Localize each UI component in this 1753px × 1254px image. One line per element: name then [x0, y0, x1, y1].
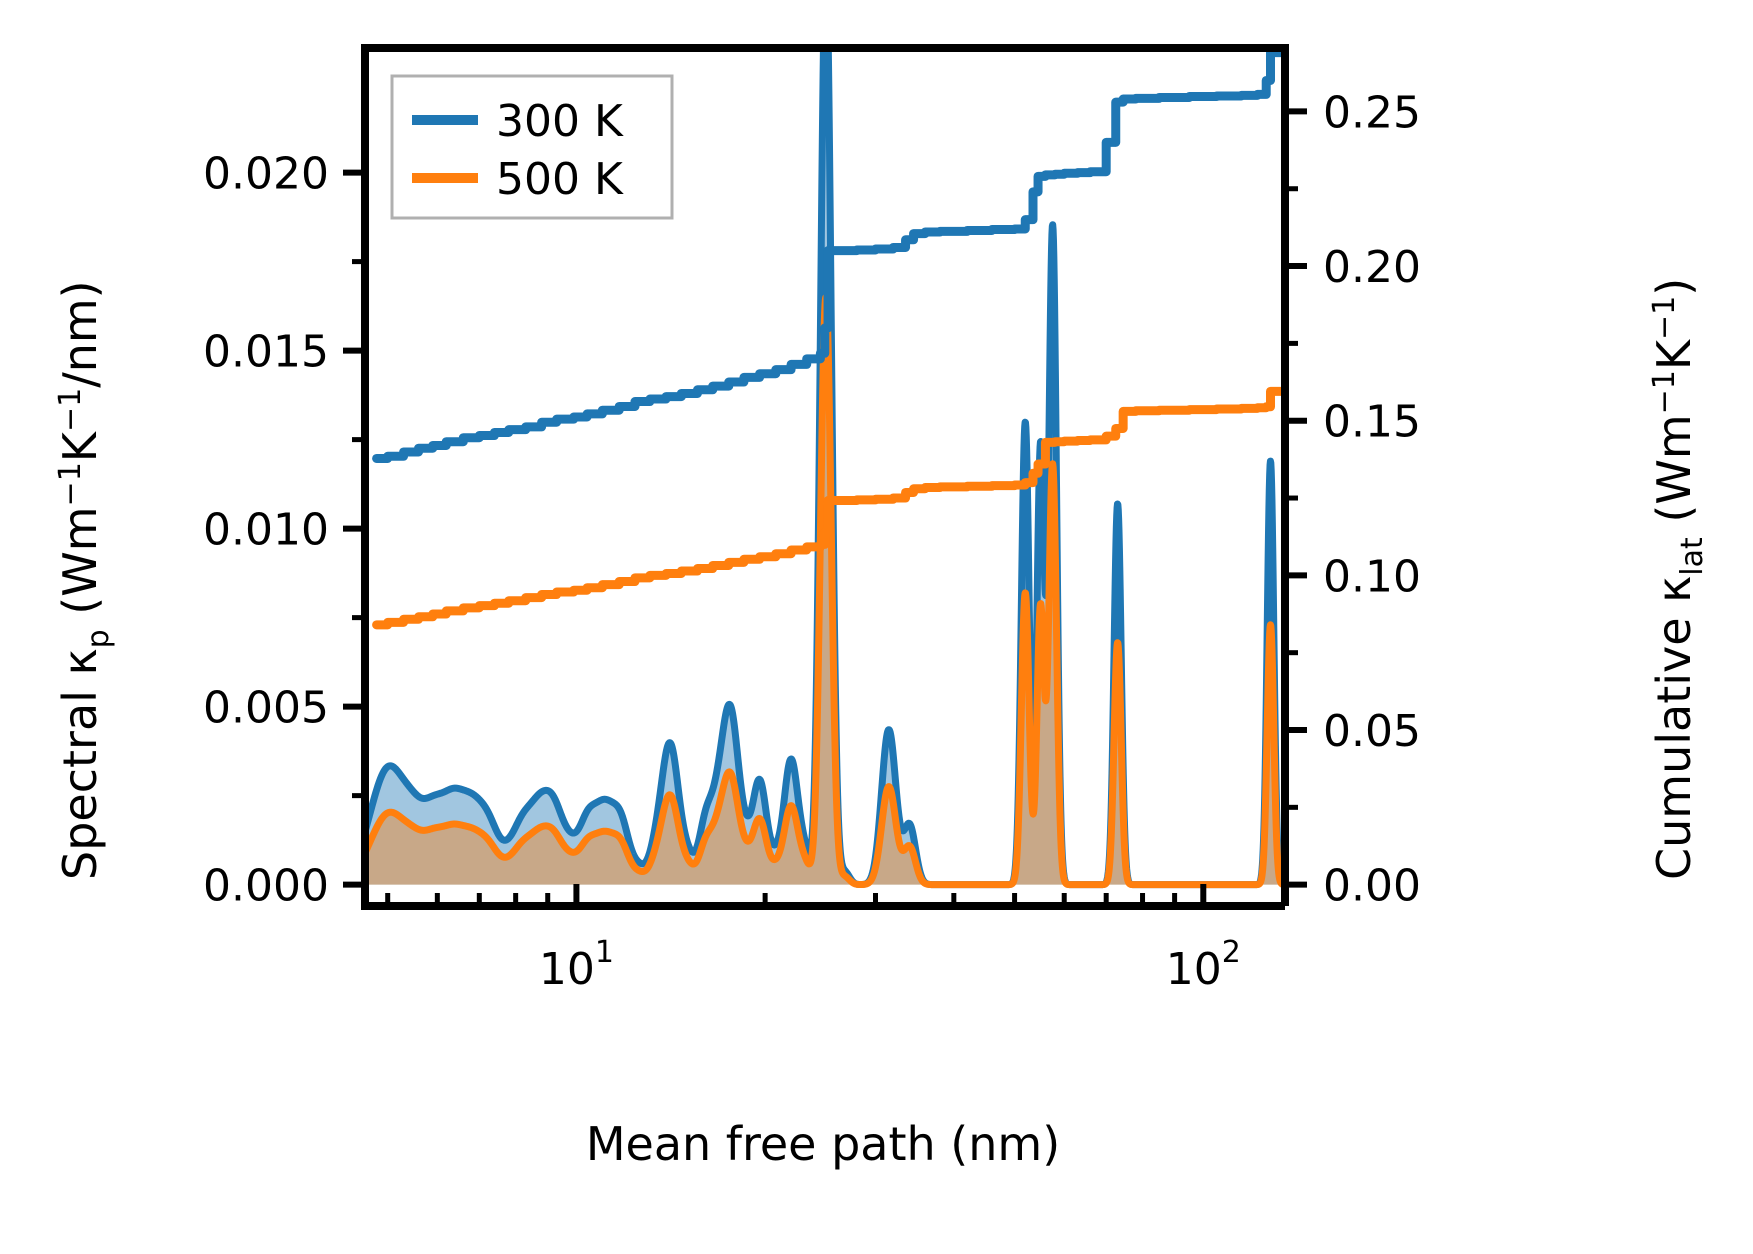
svg-text:Spectral κp (Wm−1K−1/nm): Spectral κp (Wm−1K−1/nm) [53, 280, 116, 880]
y-right-tick-label: 0.20 [1323, 242, 1421, 293]
y-left-tick-label: 0.020 [203, 149, 329, 200]
legend-label-300k: 300 K [496, 96, 624, 147]
x-tick-label: 101 [539, 935, 614, 995]
legend-entry-300k[interactable]: 300 K [412, 96, 624, 147]
y-left-axis-title: Spectral κp (Wm−1K−1/nm) [53, 280, 116, 880]
y-left-title-pre: Spectral κ [53, 648, 107, 880]
y-left-title-sup2: −1 [53, 388, 88, 432]
y-right-tick-label: 0.25 [1323, 87, 1421, 138]
y-left-title-tail: /nm) [53, 280, 107, 387]
axis-tick-labels-layer: 101 102 0.000 0.005 0.010 0.015 0.020 0.00 0.05 0… [203, 87, 1421, 995]
x-axis-title: Mean free path (nm) [586, 1117, 1060, 1171]
y-left-title-mid: (Wm [53, 506, 107, 629]
legend[interactable]: 300 K 500 K [390, 74, 674, 220]
y-left-tick-label: 0.005 [203, 683, 329, 734]
y-right-title-tail: ) [1647, 278, 1701, 296]
y-right-title-pre: Cumulative κ [1647, 576, 1701, 880]
y-right-tick-label: 0.10 [1323, 551, 1421, 602]
y-right-tick-label: 0.15 [1323, 397, 1421, 448]
axis-ticks-layer [343, 108, 1307, 906]
y-left-tick-label: 0.015 [203, 327, 329, 378]
legend-box [390, 74, 674, 220]
y-left-tick-label: 0.000 [203, 861, 329, 912]
y-left-title-sup1: −1 [53, 462, 88, 506]
y-left-title-k: K [53, 430, 107, 462]
y-right-title-mid: (Wm [1647, 414, 1701, 537]
y-right-tick-label: 0.05 [1323, 706, 1421, 757]
y-right-axis-title: Cumulative κlat (Wm−1K−1) [1647, 278, 1710, 880]
x-axis-title-text: Mean free path (nm) [586, 1117, 1060, 1171]
y-right-tick-label: 0.00 [1323, 861, 1421, 912]
x-tick-label: 102 [1166, 935, 1241, 995]
axis-spines [361, 44, 1289, 910]
cumulative-curve [372, 386, 1285, 630]
y-left-title-sub: p [81, 629, 116, 648]
y-right-title-sub: lat [1675, 537, 1710, 576]
y-right-title-sup1: −1 [1647, 370, 1682, 414]
y-left-tick-label: 0.010 [203, 505, 329, 556]
y-right-title-k: K [1647, 338, 1701, 370]
cumulative-curves-layer [372, 48, 1285, 630]
cumulative-curve [372, 48, 1285, 463]
svg-text:Cumulative κlat (Wm−1K−1): Cumulative κlat (Wm−1K−1) [1647, 278, 1710, 880]
y-right-title-sup2: −1 [1647, 296, 1682, 340]
legend-label-500k: 500 K [496, 154, 624, 205]
legend-entry-500k[interactable]: 500 K [412, 154, 624, 205]
